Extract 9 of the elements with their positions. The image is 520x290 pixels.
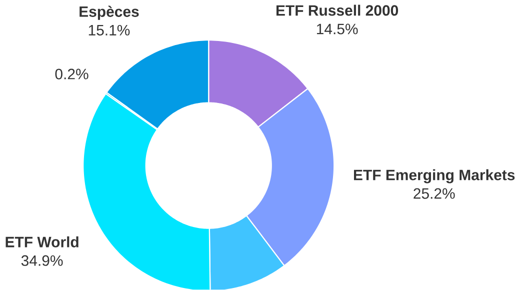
data-label: 0.2% (55, 68, 88, 80)
slice-label: ETF World (6, 236, 78, 248)
data-label: 15.1% (88, 25, 130, 36)
slice-label: Espèces (80, 6, 139, 20)
data-label: 14.5% (316, 24, 358, 34)
slice-label: ETF Emerging Markets (354, 169, 515, 184)
data-label: 34.9% (21, 255, 63, 266)
slice-label: ETF Russell 2000 (276, 4, 398, 16)
data-label: 25.2% (414, 188, 455, 200)
